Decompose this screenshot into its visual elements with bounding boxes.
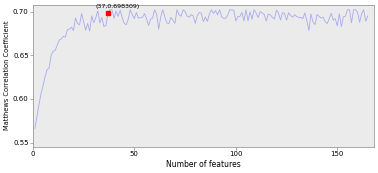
- Y-axis label: Matthews Correlation Coefficient: Matthews Correlation Coefficient: [4, 21, 10, 130]
- Text: (37,0.698309): (37,0.698309): [96, 4, 140, 10]
- X-axis label: Number of features: Number of features: [166, 160, 241, 169]
